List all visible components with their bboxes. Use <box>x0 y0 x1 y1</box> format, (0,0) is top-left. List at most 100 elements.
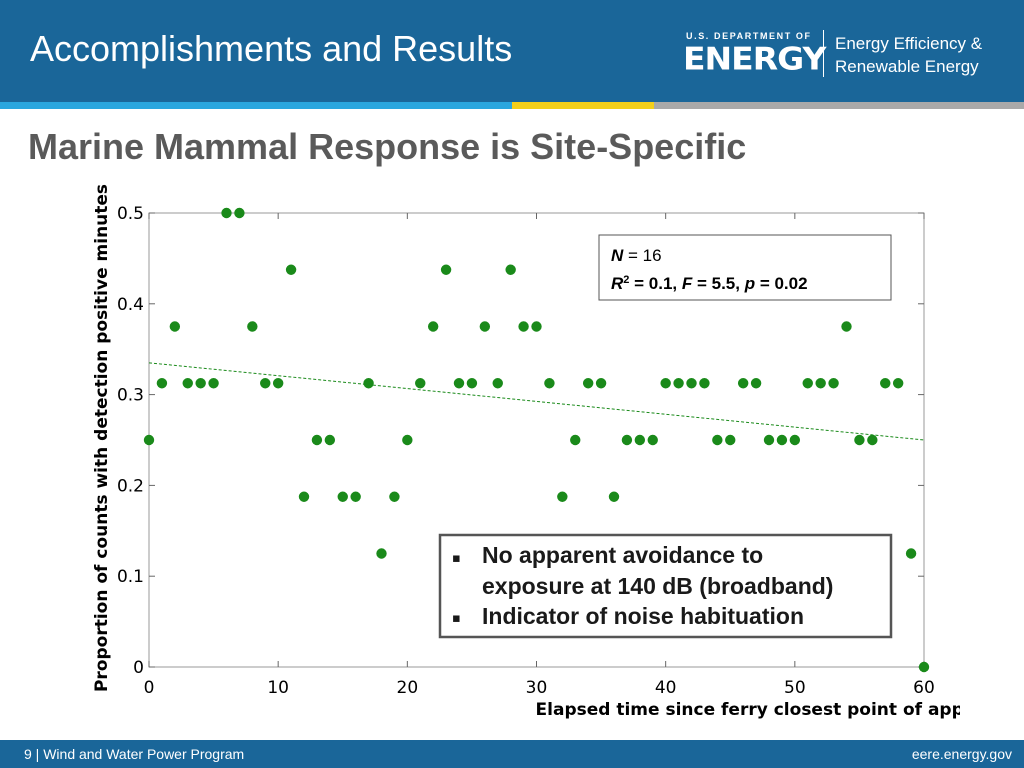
data-point <box>570 434 581 446</box>
x-tick-label: 0 <box>144 678 155 698</box>
y-tick-label: 0 <box>133 658 144 678</box>
data-point <box>776 434 788 446</box>
y-tick-label: 0.1 <box>117 567 144 587</box>
data-point <box>737 378 749 389</box>
stats-r-value: = 0.1, <box>629 274 681 293</box>
doe-logo-text: ENERGY <box>683 39 826 78</box>
stats-p-value: = 0.02 <box>755 274 807 293</box>
data-point <box>647 434 658 446</box>
data-point <box>544 378 555 389</box>
stats-box: N = 16 R2 = 0.1, F = 5.5, p = 0.02 <box>598 234 892 301</box>
data-point <box>582 378 594 389</box>
stats-n-value: = 16 <box>623 246 661 265</box>
data-point <box>763 434 775 446</box>
stats-r-line: R2 = 0.1, F = 5.5, p = 0.02 <box>611 274 808 293</box>
data-point <box>531 321 542 332</box>
y-tick-label: 0.5 <box>117 204 144 224</box>
data-point <box>440 264 452 275</box>
data-point <box>892 378 904 389</box>
header-bar: Accomplishments and Results U.S. DEPARTM… <box>0 0 1024 102</box>
office-name-line1: Energy Efficiency & <box>835 34 983 53</box>
footer-website[interactable]: eere.energy.gov <box>911 746 1012 762</box>
data-point <box>595 378 607 389</box>
data-point <box>466 378 478 389</box>
x-tick-label: 50 <box>784 678 806 698</box>
axis-ticks: 0 10 20 30 40 50 60 0 0.1 0.2 0.3 0.4 0.5 <box>117 204 935 698</box>
data-point <box>350 491 361 502</box>
data-point <box>867 434 878 446</box>
stats-f-var: F <box>682 274 693 293</box>
accent-stripe-blue <box>0 102 512 109</box>
x-tick-label: 20 <box>397 678 419 698</box>
data-point <box>208 378 219 389</box>
data-point <box>634 434 646 446</box>
doe-logo-small-text: U.S. DEPARTMENT OF <box>686 31 812 41</box>
data-point <box>195 378 206 389</box>
y-tick-label: 0.2 <box>117 476 144 496</box>
bullet-marker: ▪ <box>452 551 461 566</box>
accent-stripe-yellow <box>512 102 654 109</box>
stats-p-var: p <box>744 274 755 293</box>
data-point <box>492 378 503 389</box>
data-point <box>725 434 736 446</box>
trend-line <box>148 362 925 441</box>
data-point <box>337 491 348 502</box>
data-point <box>905 548 917 559</box>
data-point <box>143 434 155 446</box>
logo-divider <box>823 30 824 77</box>
data-point <box>854 434 865 446</box>
data-point <box>182 378 193 389</box>
data-point <box>608 491 620 502</box>
x-tick-label: 40 <box>655 678 677 698</box>
x-axis-label: Elapsed time since ferry closest point o… <box>536 700 960 720</box>
note-line-1: No apparent avoidance to <box>482 542 763 568</box>
y-tick-label: 0.3 <box>117 386 144 406</box>
data-point <box>363 378 374 389</box>
data-point <box>815 378 826 389</box>
stats-f-value: = 5.5, <box>692 274 744 293</box>
data-point <box>156 378 168 389</box>
data-point <box>841 321 852 332</box>
data-point <box>260 378 271 389</box>
data-point <box>660 378 671 389</box>
data-point <box>311 434 323 446</box>
y-axis-label: Proportion of counts with detection posi… <box>92 184 112 692</box>
footer-program: 9 | Wind and Water Power Program <box>24 746 245 762</box>
accent-stripe-gray <box>654 102 1024 109</box>
data-point <box>169 321 181 332</box>
office-name: Energy Efficiency & Renewable Energy <box>835 32 982 78</box>
scatter-chart: 0 10 20 30 40 50 60 0 0.1 0.2 0.3 0.4 0.5 Elapsed ti… <box>92 184 960 720</box>
stats-r-var: R <box>611 274 624 293</box>
data-point <box>557 491 568 502</box>
data-point <box>686 378 697 389</box>
x-tick-label: 60 <box>913 678 935 698</box>
x-tick-label: 30 <box>526 678 548 698</box>
section-title: Accomplishments and Results <box>30 28 513 69</box>
data-point <box>389 491 400 502</box>
data-point <box>789 434 801 446</box>
data-point <box>750 378 762 389</box>
y-tick-label: 0.4 <box>117 295 144 315</box>
stats-r-sup: 2 <box>623 274 629 286</box>
note-line-2: exposure at 140 dB (broadband) <box>482 573 833 599</box>
data-point <box>802 378 813 389</box>
data-point <box>427 321 439 332</box>
data-points <box>143 207 930 673</box>
x-tick-label: 10 <box>267 678 289 698</box>
data-point <box>918 661 930 673</box>
data-point <box>712 434 723 446</box>
data-point <box>880 378 891 389</box>
data-point <box>699 378 710 389</box>
data-point <box>376 548 387 559</box>
stats-n-line: N = 16 <box>611 246 662 265</box>
data-point <box>673 378 684 389</box>
note-line-3: Indicator of noise habituation <box>482 603 804 629</box>
data-point <box>221 207 232 219</box>
stats-n-var: N <box>611 246 624 265</box>
data-point <box>285 264 297 275</box>
slide-title: Marine Mammal Response is Site-Specific <box>28 126 747 167</box>
data-point <box>828 378 839 389</box>
data-point <box>272 378 284 389</box>
office-name-line2: Renewable Energy <box>835 57 979 76</box>
data-point <box>247 321 258 332</box>
